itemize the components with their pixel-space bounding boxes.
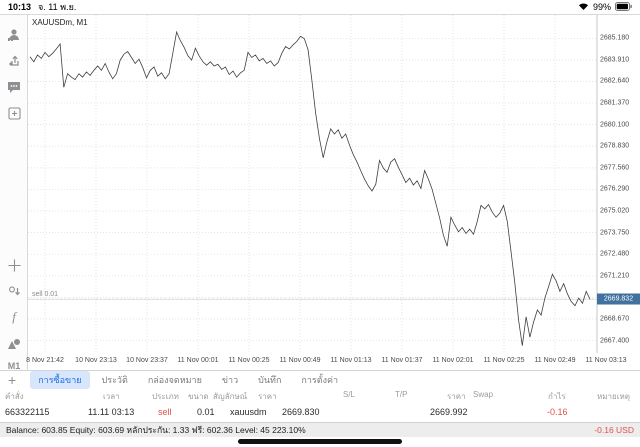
price-line-series (29, 30, 591, 346)
position-line-label: sell 0.01 (32, 291, 59, 299)
cell-time: 11.11 03:13 (88, 407, 135, 417)
time-axis-label: 11 Nov 01:37 (381, 357, 423, 364)
tab-history[interactable]: ประวัติ (101, 374, 128, 385)
trade-table-header: คำสั่ง เวลา ประเภท ขนาด สัญลักษณ์ ราคา S/L T/P ร… (0, 388, 640, 402)
price-axis-label: 2667.400 (600, 337, 630, 345)
price-chart[interactable]: XAUUSDm, M1 sell 0.01 2669.832 2685.180 2… (26, 14, 640, 370)
time-axis-label: 11 Nov 00:49 (279, 357, 321, 364)
cell-volume: 0.01 (197, 407, 215, 417)
account-summary: Balance: 603.85 Equity: 603.69 หลักประกั… (6, 425, 306, 435)
price-axis-label: 2682.640 (600, 77, 630, 85)
column-header: ประเภท (152, 392, 179, 401)
clock: 10:13 (8, 2, 32, 12)
account-summary-bar: Balance: 603.85 Equity: 603.69 หลักประกั… (0, 422, 640, 437)
cell-profit: -0.16 (547, 407, 568, 417)
crosshair-icon[interactable] (0, 255, 28, 275)
price-axis-label: 2678.830 (600, 142, 630, 150)
floating-profit: -0.16 USD (594, 425, 634, 435)
tab-mailbox[interactable]: กล่องจดหมาย (147, 374, 202, 385)
tab-journal[interactable]: บันทึก (258, 374, 282, 385)
cell-type: sell (158, 407, 172, 417)
column-header: Swap (473, 390, 494, 399)
chart-canvas[interactable] (28, 15, 640, 353)
price-axis-label: 2676.290 (600, 185, 630, 193)
price-axis-label: 2680.100 (600, 121, 630, 129)
column-header: คำสั่ง (5, 392, 24, 401)
current-price-badge: 2669.832 (597, 293, 640, 305)
time-axis-label: 11 Nov 00:25 (228, 357, 270, 364)
column-header: ราคา (447, 392, 466, 401)
price-axis-label: 2681.370 (600, 99, 630, 107)
battery-percent: 99% (592, 2, 611, 12)
price-axis-label: 2677.560 (600, 164, 630, 172)
price-axis-label: 2673.750 (600, 229, 630, 237)
cell-open-price: 2669.830 (282, 407, 320, 417)
bottom-tab-bar: + การซื้อขาย ประวัติ กล่องจดหมาย ข่าว บันทึก… (0, 370, 640, 389)
time-axis-label: 11 Nov 02:01 (432, 357, 474, 364)
account-icon[interactable] (0, 25, 28, 45)
time-axis-label: 10 Nov 23:13 (75, 357, 117, 364)
chart-toolbar: f M1 (0, 14, 28, 371)
time-axis-label: 11 Nov 03:13 (585, 357, 627, 364)
cell-current-price: 2669.992 (430, 407, 468, 417)
cell-symbol: xauusdm (230, 407, 267, 417)
column-header: S/L (343, 390, 356, 399)
status-bar: 10:13 จ. 11 พ.ย. 99% (0, 0, 640, 14)
add-button[interactable]: + (8, 371, 17, 388)
column-header: ราคา (258, 392, 277, 401)
price-axis-label: 2672.480 (600, 250, 630, 258)
new-window-icon[interactable] (0, 103, 28, 123)
open-position-row[interactable]: 663322115 11.11 03:13 sell 0.01 xauusdm … (0, 402, 640, 422)
chart-symbol-label: XAUUSDm, M1 (32, 18, 88, 27)
timeframe-button[interactable]: M1 (7, 361, 21, 371)
indicators-function-icon[interactable]: f (12, 309, 16, 324)
cell-order: 663322115 (5, 407, 50, 417)
time-axis-label: 8 Nov 21:42 (26, 357, 64, 364)
battery-icon (615, 1, 632, 13)
column-header: ขนาด (188, 392, 209, 401)
time-axis-label: 11 Nov 01:13 (330, 357, 372, 364)
column-header: กำไร (548, 392, 566, 401)
time-axis-label: 11 Nov 02:25 (483, 357, 525, 364)
wifi-icon (578, 2, 589, 13)
time-axis-label: 10 Nov 23:37 (126, 357, 168, 364)
share-trade-icon[interactable] (0, 51, 28, 71)
column-header: เวลา (103, 392, 120, 401)
column-header: สัญลักษณ์ (213, 392, 248, 401)
home-area (0, 437, 640, 447)
home-indicator[interactable] (238, 439, 402, 444)
time-axis-label: 11 Nov 02:49 (534, 357, 576, 364)
price-axis-label: 2675.020 (600, 207, 630, 215)
trade-levels-icon[interactable] (0, 281, 28, 301)
time-axis-label: 11 Nov 00:01 (177, 357, 219, 364)
tab-settings[interactable]: การตั้งค่า (301, 374, 339, 385)
chat-icon[interactable] (0, 77, 28, 97)
column-header: หมายเหตุ (597, 392, 630, 401)
date-label: จ. 11 พ.ย. (38, 2, 77, 12)
price-axis-label: 2668.670 (600, 315, 630, 323)
objects-icon[interactable] (0, 333, 28, 353)
column-header: T/P (395, 390, 408, 399)
tab-news[interactable]: ข่าว (221, 374, 239, 385)
tab-trade[interactable]: การซื้อขาย (30, 370, 90, 389)
price-axis-label: 2685.180 (600, 34, 630, 42)
price-axis-label: 2683.910 (600, 56, 630, 64)
price-axis-label: 2671.210 (600, 272, 630, 280)
